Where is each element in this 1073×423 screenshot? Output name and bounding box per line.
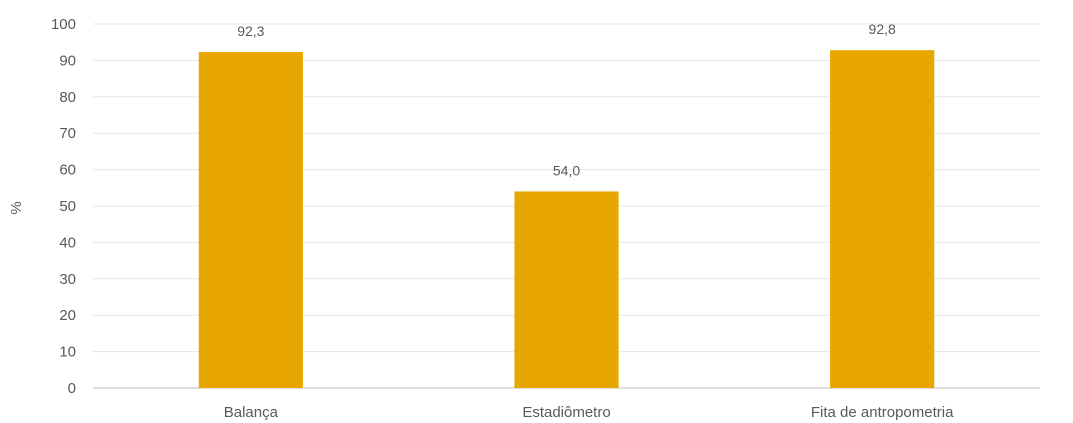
data-label: 92,3: [237, 23, 264, 39]
x-category-label: Fita de antropometria: [811, 404, 954, 421]
y-tick-label: 30: [59, 271, 76, 288]
data-label: 92,8: [869, 21, 896, 37]
x-category-label: Estadiômetro: [522, 404, 610, 421]
data-label: 54,0: [553, 162, 580, 178]
y-tick-label: 100: [51, 16, 76, 33]
y-tick-label: 70: [59, 125, 76, 142]
y-tick-label: 80: [59, 89, 76, 106]
y-tick-label: 90: [59, 52, 76, 69]
bar: [198, 52, 303, 388]
y-tick-label: 50: [59, 198, 76, 215]
y-axis-title: %: [8, 201, 25, 214]
bar: [514, 191, 619, 388]
y-tick-label: 40: [59, 234, 76, 251]
bar: [830, 50, 935, 388]
x-category-label: Balança: [224, 404, 279, 421]
y-tick-label: 0: [68, 380, 76, 397]
bars: [198, 50, 935, 388]
y-tick-label: 20: [59, 307, 76, 324]
y-tick-label: 10: [59, 344, 76, 361]
y-tick-label: 60: [59, 162, 76, 179]
labels: 0 10 20 30 40 50 60 70 80 90 100 92,3 Balança 54,0 Est…: [51, 16, 954, 421]
